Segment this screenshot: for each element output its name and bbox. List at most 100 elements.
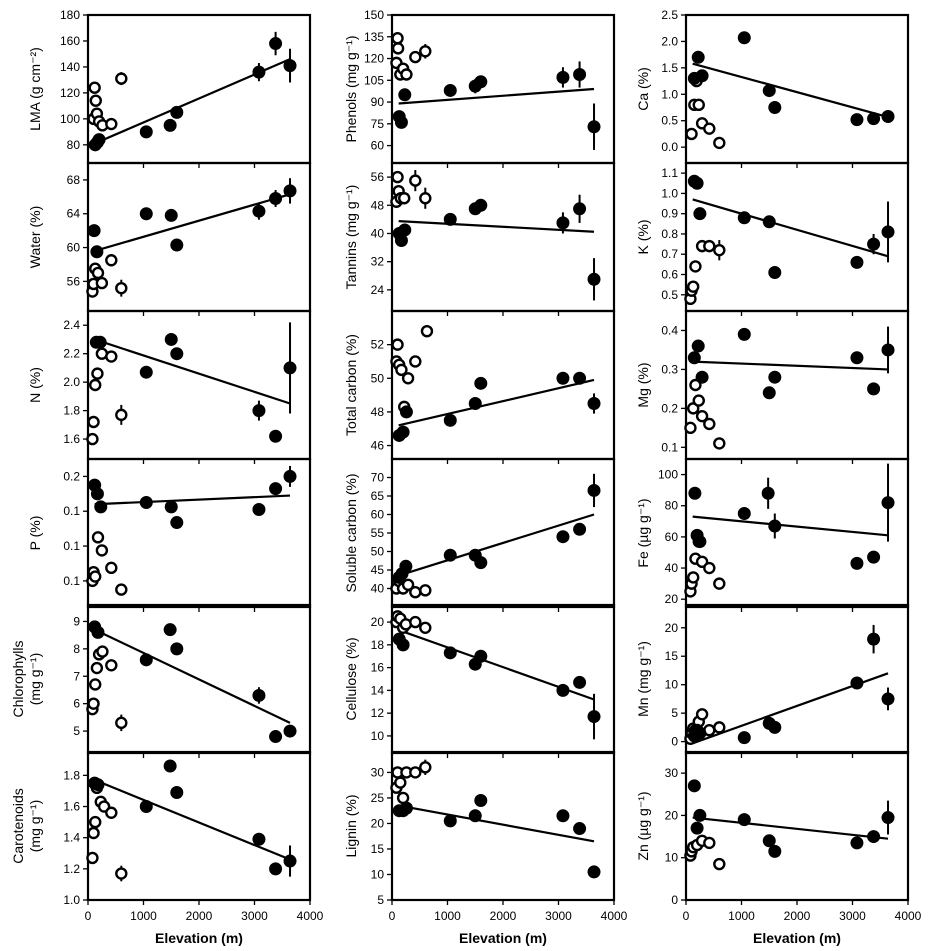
- data-point-open: [703, 122, 716, 135]
- y-axis-label: K (%): [635, 220, 651, 255]
- y-tick-label: 135: [364, 30, 384, 44]
- data-point-filled: [737, 507, 751, 521]
- data-point-filled: [762, 834, 776, 848]
- data-point-filled: [768, 720, 782, 734]
- y-tick-label: 0.8: [661, 227, 678, 241]
- y-tick-label: 10: [665, 851, 679, 865]
- data-point-open: [87, 415, 100, 429]
- data-point-filled: [850, 255, 864, 269]
- data-point-filled: [394, 115, 408, 129]
- regression-line: [692, 62, 889, 119]
- data-point-filled: [693, 726, 707, 740]
- y-tick-label: 0: [671, 735, 678, 749]
- data-point-filled: [768, 101, 782, 114]
- data-point-filled: [139, 496, 153, 510]
- data-point-filled: [867, 550, 881, 564]
- data-point-open: [692, 98, 705, 112]
- data-point-open: [687, 571, 700, 584]
- data-point-open: [89, 570, 102, 583]
- data-point-filled: [269, 862, 283, 876]
- data-point-open: [89, 678, 102, 691]
- data-point-filled: [881, 109, 895, 123]
- data-point-open: [684, 421, 697, 435]
- y-tick-label: 7: [73, 669, 80, 683]
- y-tick-label: 5: [73, 724, 80, 738]
- data-point-filled: [474, 198, 488, 212]
- data-point-filled: [867, 830, 881, 844]
- data-point-filled: [139, 800, 153, 814]
- data-point-filled: [269, 192, 283, 206]
- data-point-filled: [398, 223, 412, 237]
- data-point-open: [409, 586, 422, 599]
- y-tick-label: 20: [665, 621, 679, 635]
- data-point-open: [115, 408, 128, 422]
- data-point-filled: [87, 224, 101, 238]
- data-point-filled: [556, 530, 570, 544]
- data-point-open: [95, 544, 109, 557]
- data-point-open: [409, 50, 422, 64]
- regression-line: [692, 515, 889, 537]
- y-tick-label: 40: [371, 226, 385, 240]
- y-tick-label: 1.8: [63, 768, 80, 782]
- data-point-filled: [850, 351, 864, 365]
- y-axis-label: Soluble carbon (%): [343, 473, 359, 592]
- data-point-filled: [688, 486, 702, 500]
- data-point-open: [401, 372, 415, 385]
- y-axis-label: Tannins (mg g⁻¹): [343, 185, 359, 290]
- data-point-open: [713, 857, 726, 871]
- y-axis-label: Zn (µg g⁻¹): [635, 791, 651, 860]
- y-tick-label: 60: [665, 530, 679, 544]
- y-tick-label: 160: [60, 34, 80, 48]
- data-point-filled: [252, 65, 266, 79]
- x-tick-label: 3000: [839, 909, 866, 923]
- data-point-filled: [556, 683, 570, 697]
- data-point-filled: [164, 500, 178, 514]
- y-tick-label: 0.4: [661, 323, 678, 337]
- y-tick-label: 10: [371, 729, 385, 743]
- data-point-open: [87, 826, 100, 840]
- data-point-filled: [768, 370, 782, 384]
- data-point-open: [88, 81, 101, 94]
- data-point-open: [391, 32, 404, 45]
- data-point-filled: [443, 413, 457, 427]
- y-axis-label: Mn (mg g⁻¹): [635, 641, 651, 717]
- regression-line: [94, 494, 291, 506]
- y-tick-label: 0.2: [661, 401, 678, 415]
- y-tick-label: 48: [371, 198, 385, 212]
- data-point-open: [695, 708, 709, 721]
- data-point-open: [703, 417, 716, 431]
- y-tick-label: 70: [371, 471, 385, 485]
- y-tick-label: 120: [364, 52, 384, 66]
- data-point-filled: [850, 556, 864, 570]
- y-axis-label: Ca (%): [635, 67, 651, 111]
- data-point-filled: [573, 67, 587, 81]
- data-point-filled: [396, 425, 410, 439]
- data-point-filled: [252, 688, 266, 702]
- y-tick-label: 12: [371, 706, 385, 720]
- data-point-open: [105, 117, 118, 131]
- data-point-filled: [468, 809, 482, 823]
- panel-frame: [684, 750, 910, 902]
- data-point-filled: [867, 237, 881, 251]
- data-point-open: [713, 243, 726, 257]
- data-point-filled: [737, 731, 751, 745]
- data-point-open: [105, 659, 118, 672]
- data-point-filled: [163, 623, 177, 637]
- data-point-filled: [283, 59, 297, 73]
- y-tick-label: 15: [665, 649, 679, 663]
- y-axis-label: Mg (%): [635, 362, 651, 407]
- y-tick-label: 40: [665, 561, 679, 575]
- data-point-filled: [695, 370, 709, 384]
- y-tick-label: 20: [665, 808, 679, 822]
- data-point-open: [398, 192, 411, 205]
- data-point-open: [409, 615, 422, 629]
- data-point-filled: [139, 653, 153, 667]
- data-point-filled: [139, 125, 153, 139]
- y-tick-label: 1.8: [63, 404, 80, 418]
- y-tick-label: 0.9: [661, 207, 678, 221]
- x-tick-label: 1000: [130, 909, 157, 923]
- data-point-filled: [252, 832, 266, 846]
- y-tick-label: 1.6: [63, 432, 80, 446]
- data-point-filled: [573, 675, 587, 689]
- data-point-open: [394, 776, 407, 789]
